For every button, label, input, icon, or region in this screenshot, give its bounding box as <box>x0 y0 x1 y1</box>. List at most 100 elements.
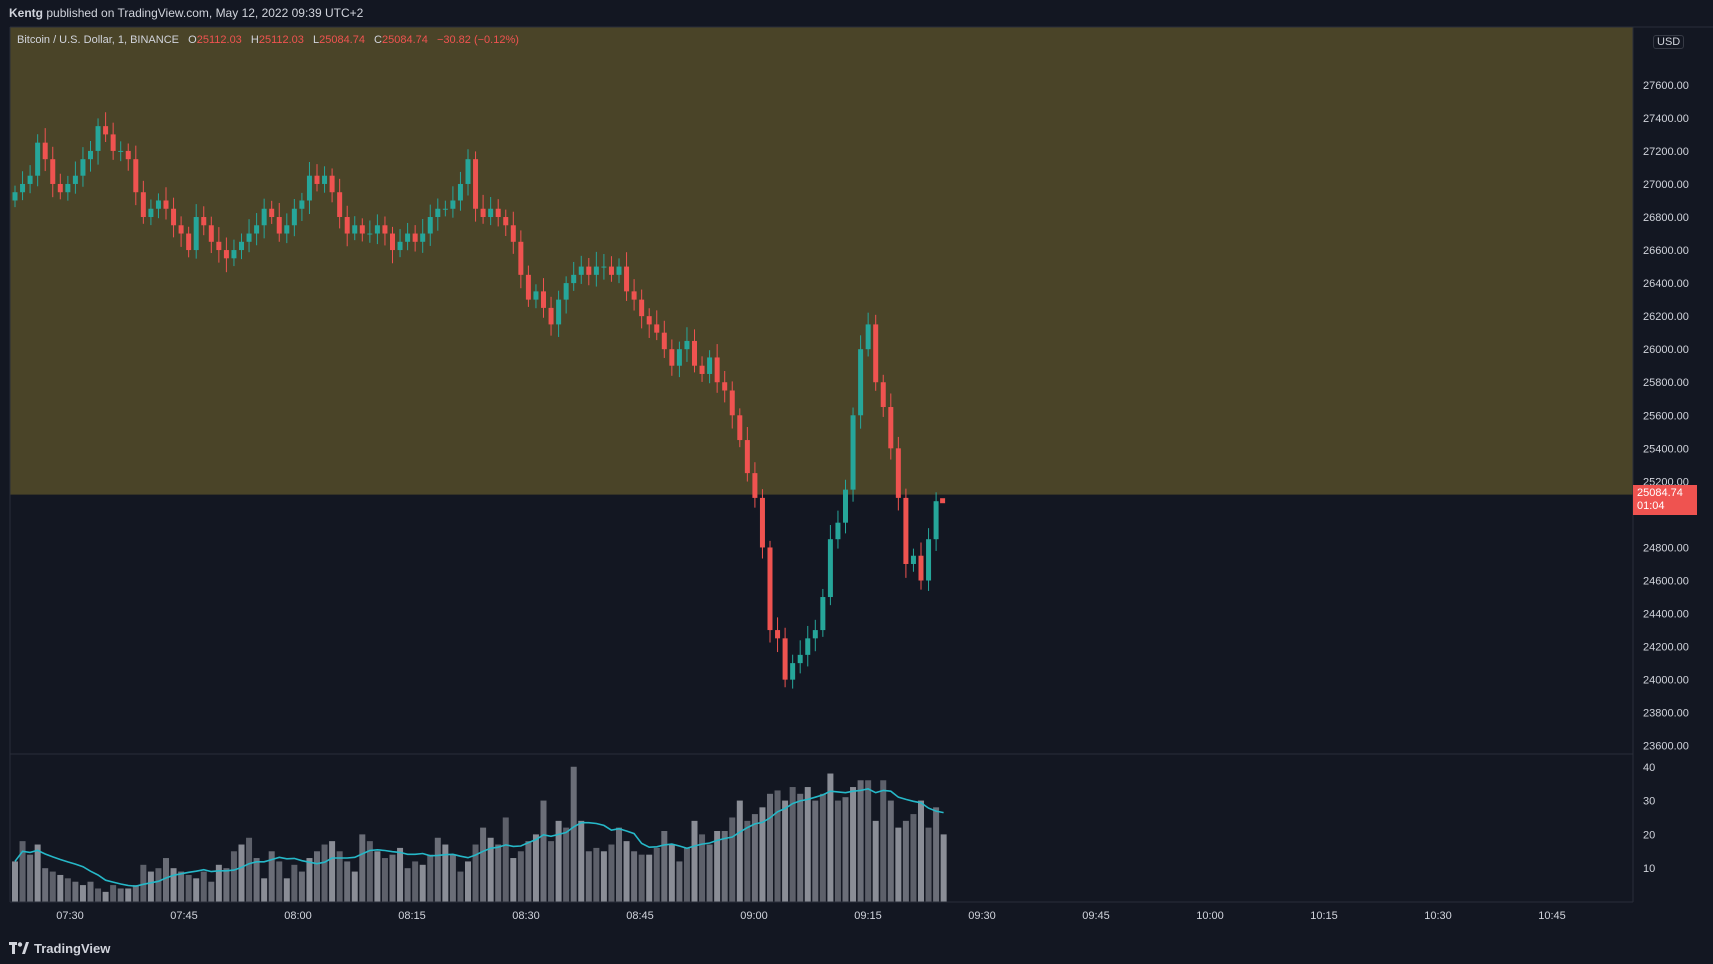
time-tick-label-0: 07:30 <box>56 910 84 922</box>
candle-body-121 <box>926 539 932 581</box>
candle-body-16 <box>133 159 139 193</box>
volume-bar-67 <box>517 851 524 902</box>
volume-bar-96 <box>736 800 743 902</box>
volume-bar-20 <box>163 858 169 902</box>
candle-body-11 <box>95 126 101 151</box>
volume-bar-117 <box>895 827 902 902</box>
time-tick-label-3: 08:15 <box>398 910 426 922</box>
candle-body-104 <box>797 654 803 664</box>
candle-body-61 <box>473 159 479 209</box>
candle-body-17 <box>140 192 146 218</box>
candle-body-97 <box>744 440 750 474</box>
candle-body-54 <box>420 233 426 242</box>
candle-body-57 <box>442 208 448 210</box>
volume-bar-44 <box>344 861 351 902</box>
volume-bar-103 <box>789 787 796 902</box>
tradingview-logo[interactable]: TradingView <box>9 940 110 956</box>
candle-body-68 <box>525 274 531 300</box>
price-axis[interactable]: 27600.00 27400.00 27200.00 27000.00 26800.00… <box>1643 80 1689 753</box>
volume-bar-18 <box>147 871 154 902</box>
candle-body-63 <box>488 208 494 218</box>
candle-body-0 <box>12 192 18 201</box>
volume-bar-106 <box>812 800 819 902</box>
candle-body-117 <box>895 448 901 498</box>
candle-body-9 <box>80 159 86 176</box>
close-value: 25084.74 <box>382 34 428 46</box>
volume-bar-104 <box>797 793 804 902</box>
price-chart[interactable]: 27600.00 27400.00 27200.00 27000.00 26800.00… <box>0 0 1713 932</box>
volume-bar-95 <box>729 817 736 902</box>
price-tick-label-9: 25800.00 <box>1643 377 1689 389</box>
candle-body-96 <box>737 415 743 441</box>
candle-body-15 <box>125 150 131 160</box>
volume-bar-50 <box>389 854 396 902</box>
candle-body-92 <box>707 357 713 374</box>
candle-body-43 <box>337 192 343 218</box>
candle-body-55 <box>427 217 433 234</box>
volume-bar-45 <box>351 871 358 902</box>
candle-body-37 <box>291 208 297 226</box>
volume-bar-63 <box>487 837 494 902</box>
volume-bar-76 <box>585 851 592 902</box>
candle-body-19 <box>155 200 161 209</box>
volume-bar-122 <box>933 807 940 902</box>
candle-body-98 <box>752 473 758 498</box>
volume-bar-123 <box>940 834 947 902</box>
volume-bar-78 <box>600 851 607 902</box>
candle-body-111 <box>850 415 856 490</box>
candle-body-60 <box>465 159 471 184</box>
volume-bar-38 <box>298 871 305 902</box>
candle-body-95 <box>729 390 735 416</box>
time-tick-label-10: 10:00 <box>1196 910 1224 922</box>
volume-bar-85 <box>653 847 660 902</box>
candle-body-91 <box>699 365 705 374</box>
candle-body-41 <box>322 175 328 184</box>
candle-body-28 <box>223 250 229 259</box>
candle-body-113 <box>865 324 871 350</box>
candle-body-101 <box>775 630 781 639</box>
candle-body-82 <box>631 291 637 300</box>
candle-body-62 <box>480 208 486 218</box>
author-name[interactable]: Kentg <box>9 6 43 20</box>
symbol-name[interactable]: Bitcoin / U.S. Dollar, 1, BINANCE <box>17 34 179 46</box>
price-tick-label-15: 24400.00 <box>1643 609 1689 621</box>
candle-body-39 <box>306 175 312 201</box>
volume-bar-4 <box>42 868 49 902</box>
volume-bar-97 <box>744 820 751 902</box>
volume-bar-101 <box>774 790 781 902</box>
candle-body-93 <box>714 357 720 383</box>
time-tick-label-13: 10:45 <box>1538 910 1566 922</box>
time-tick-label-4: 08:30 <box>512 910 540 922</box>
currency-badge[interactable]: USD <box>1653 35 1685 49</box>
candle-body-81 <box>624 266 630 292</box>
candle-body-38 <box>299 200 305 209</box>
volume-bar-2 <box>27 854 34 902</box>
candle-body-27 <box>216 241 222 251</box>
open-value: 25112.03 <box>196 34 242 46</box>
volume-bar-29 <box>230 851 237 902</box>
volume-bar-5 <box>49 871 56 902</box>
volume-bar-82 <box>631 851 638 902</box>
volume-bar-10 <box>87 881 94 902</box>
candle-body-52 <box>405 233 411 242</box>
candle-body-64 <box>495 208 501 218</box>
volume-bar-7 <box>64 878 71 902</box>
candle-body-56 <box>435 208 441 218</box>
candle-body-65 <box>503 217 509 226</box>
candle-body-89 <box>684 340 690 350</box>
volume-bar-86 <box>661 831 668 902</box>
volume-bar-57 <box>442 844 449 902</box>
price-tick-label-11: 25400.00 <box>1643 443 1689 455</box>
candle-body-6 <box>57 183 63 193</box>
low-value: 25084.74 <box>319 34 365 46</box>
volume-bar-71 <box>548 841 555 902</box>
volume-bar-92 <box>706 844 713 902</box>
candle-body-77 <box>593 266 599 275</box>
candle-body-79 <box>608 266 614 275</box>
volume-bar-62 <box>480 827 487 902</box>
candle-body-51 <box>397 241 403 251</box>
candle-body-18 <box>148 208 154 218</box>
candle-body-36 <box>284 225 290 234</box>
time-axis[interactable]: 07:30 07:45 08:00 08:15 08:30 08:45 09:00 09:15… <box>56 910 1566 922</box>
volume-bar-102 <box>782 800 789 902</box>
